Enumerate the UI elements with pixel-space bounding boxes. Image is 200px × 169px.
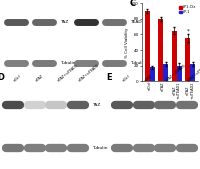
Text: MM: MM xyxy=(83,0,90,1)
Text: siTAZ: siTAZ xyxy=(35,74,44,83)
Bar xyxy=(158,19,163,81)
Text: *: * xyxy=(186,29,189,34)
Text: LP-1: LP-1 xyxy=(40,0,48,1)
Legend: LP1-Cfz, LP-1: LP1-Cfz, LP-1 xyxy=(178,5,196,15)
Text: Tubulin: Tubulin xyxy=(60,61,75,65)
Text: E: E xyxy=(107,73,112,82)
Text: -/-: -/- xyxy=(14,0,18,1)
Text: siTAZ: siTAZ xyxy=(144,74,153,83)
Y-axis label: % Cell Viability: % Cell Viability xyxy=(125,27,129,57)
Text: Tubulin: Tubulin xyxy=(130,61,145,65)
Bar xyxy=(185,38,190,81)
Bar xyxy=(172,31,177,81)
Text: siCtrl: siCtrl xyxy=(13,74,22,83)
Text: siTAZ+siTEAD1: siTAZ+siTEAD1 xyxy=(56,63,79,83)
Bar xyxy=(150,67,155,81)
Text: TAZ: TAZ xyxy=(92,103,100,107)
Bar xyxy=(177,66,182,81)
Text: siTAZ+siTEAD2: siTAZ+siTEAD2 xyxy=(187,63,200,83)
Text: Tubulin: Tubulin xyxy=(92,146,107,150)
Text: siTAZ+siTEAD1: siTAZ+siTEAD1 xyxy=(165,63,188,83)
Text: LP-1: LP-1 xyxy=(110,0,118,1)
Text: TEAD1: TEAD1 xyxy=(130,20,144,24)
Text: TAZ: TAZ xyxy=(60,20,68,24)
Text: C: C xyxy=(130,0,136,8)
Text: siCtrl: siCtrl xyxy=(122,74,131,83)
Bar xyxy=(190,64,195,81)
Text: siTAZ+siTEAD2: siTAZ+siTEAD2 xyxy=(78,63,101,83)
Text: D: D xyxy=(0,73,5,82)
Bar xyxy=(163,64,168,81)
Bar xyxy=(145,11,150,81)
